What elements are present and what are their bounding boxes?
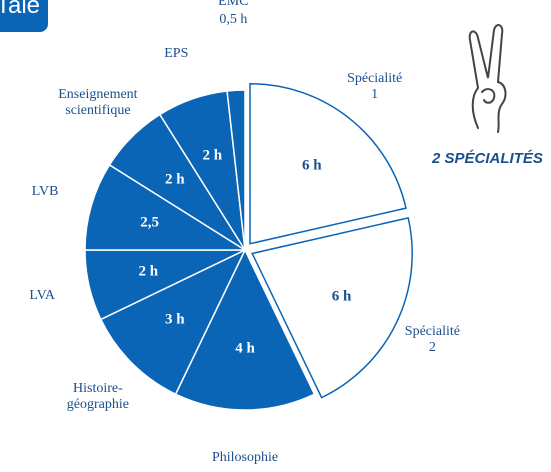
slice-label: Spécialité 1	[347, 71, 403, 103]
value-label: 6 h	[302, 157, 322, 174]
value-label: 0,5 h	[219, 12, 248, 28]
slice-label: EMC	[218, 0, 249, 10]
value-label: 2,5	[140, 214, 160, 231]
slice-label: Philosophie	[211, 450, 279, 465]
slice-label: Spécialité 2	[404, 324, 460, 356]
value-label: 2 h	[138, 263, 159, 280]
value-label: 6 h	[331, 288, 352, 304]
slice-label: LVA	[29, 288, 56, 304]
pie-slice	[84, 163, 248, 251]
value-label: 2 h	[165, 171, 185, 188]
side-note: 2 SPÉCIALITÉS	[432, 150, 543, 167]
hand-icon	[468, 24, 507, 133]
value-label: 4 h	[235, 340, 255, 357]
pie-slice	[226, 89, 246, 251]
pie-slice	[251, 216, 413, 399]
slice-label: EPS	[164, 45, 189, 61]
pie-slice	[174, 248, 316, 411]
pie-slice	[249, 82, 407, 245]
slice-label: Enseignement scientifique	[58, 86, 138, 118]
slice-label: Histoire- géographie	[66, 381, 130, 413]
slice-label: LVB	[31, 184, 59, 200]
value-label: 2 h	[202, 147, 223, 164]
pie-slice	[99, 248, 247, 396]
level-badge: Tale	[0, 0, 48, 32]
value-label: 3 h	[165, 311, 185, 328]
